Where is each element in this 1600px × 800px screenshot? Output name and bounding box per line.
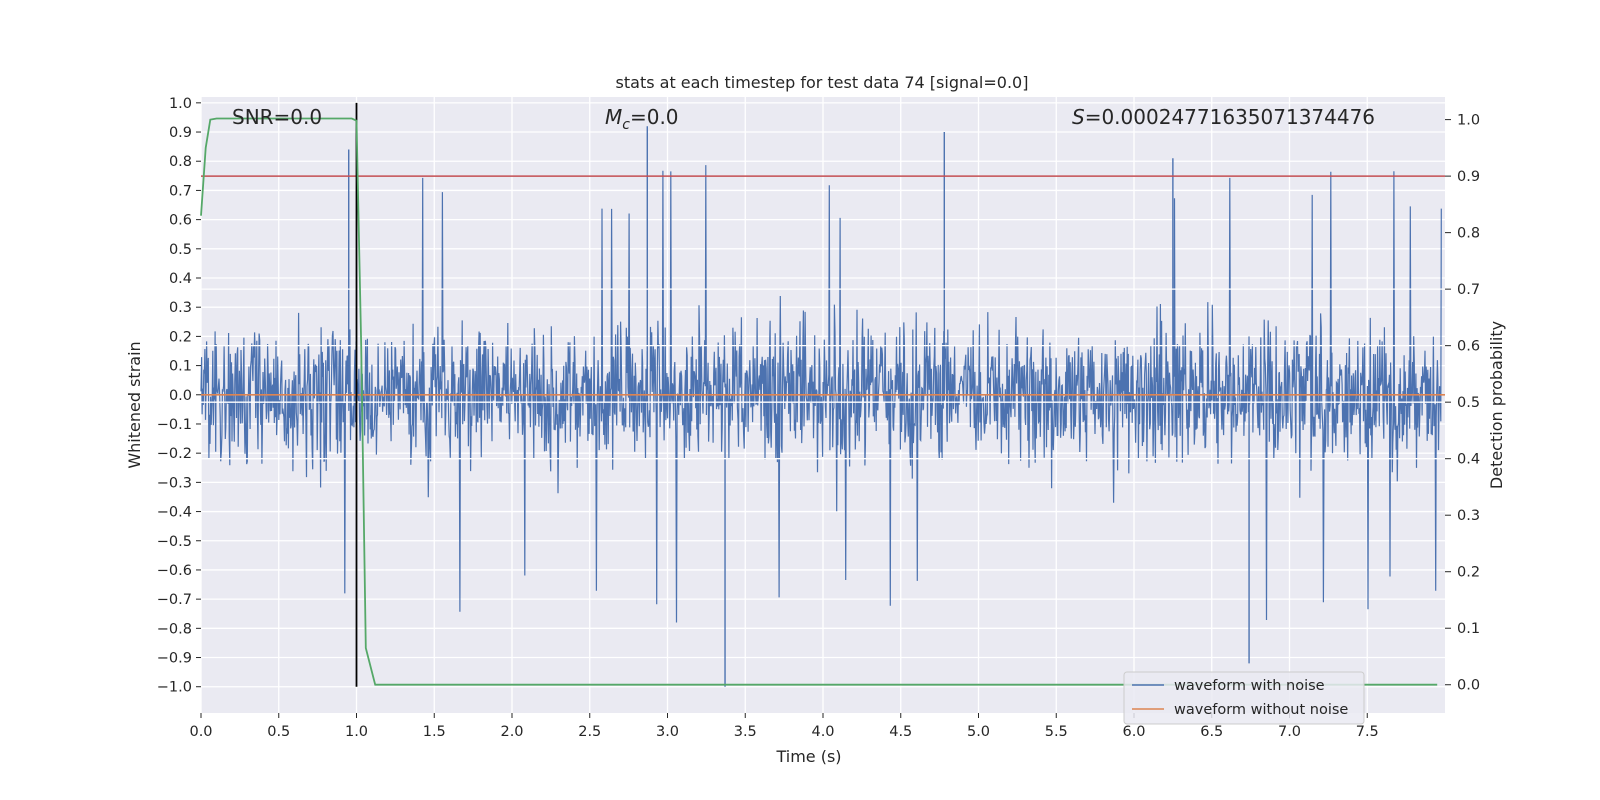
- x-tick-label: 0.0: [189, 724, 212, 740]
- grid-horizontal-right-axis: [201, 288, 1445, 460]
- y-tick-label: −0.7: [157, 592, 192, 608]
- y-axis-ticks: 1.0 0.9 0.8 0.7 0.6 0.5 0.4 0.3 0.2 0.1 0.0 −0.1 −0.…: [157, 96, 201, 696]
- y2-tick-label: 0.9: [1457, 169, 1480, 185]
- y-tick-label: −0.8: [157, 621, 192, 637]
- y-tick-label: −0.6: [157, 563, 192, 579]
- s-value: =0.00024771635071374476: [1085, 105, 1375, 129]
- snr-annotation: SNR=0.0: [232, 105, 322, 129]
- y-tick-label: −0.4: [157, 505, 192, 521]
- y2-tick-label: 0.5: [1457, 395, 1480, 411]
- y2-tick-label: 0.2: [1457, 565, 1480, 581]
- x-tick-label: 0.5: [267, 724, 290, 740]
- y2-tick-label: 0.0: [1457, 678, 1480, 694]
- legend-label-clean: waveform without noise: [1174, 702, 1348, 718]
- x-tick-label: 4.0: [811, 724, 834, 740]
- chirp-mass-value: =0.0: [630, 105, 679, 129]
- y-axis-label: Whitened strain: [125, 341, 144, 468]
- chirp-mass-annotation: Mc=0.0: [605, 105, 679, 133]
- noise-trace: [200, 165, 1442, 623]
- x-axis-label: Time (s): [775, 747, 841, 766]
- y-tick-label: 0.5: [169, 242, 192, 258]
- x-tick-label: 1.5: [423, 724, 446, 740]
- x-tick-label: 2.0: [500, 724, 523, 740]
- legend: waveform with noise waveform without noi…: [1123, 671, 1365, 725]
- y-tick-label: 0.7: [169, 183, 192, 199]
- y-tick-label: −0.5: [157, 534, 192, 550]
- y2-tick-label: 0.1: [1457, 621, 1480, 637]
- y-tick-label: −0.1: [157, 417, 192, 433]
- y-tick-label: 0.2: [169, 329, 192, 345]
- y2-tick-label: 0.6: [1457, 339, 1480, 355]
- y-tick-label: −1.0: [157, 680, 192, 696]
- s-annotation: S=0.00024771635071374476: [1072, 105, 1375, 129]
- x-tick-label: 7.5: [1356, 724, 1379, 740]
- y2-tick-label: 0.4: [1457, 452, 1480, 468]
- chart-title: stats at each timestep for test data 74 …: [616, 73, 1029, 92]
- x-tick-label: 4.5: [889, 724, 912, 740]
- x-tick-label: 6.5: [1200, 724, 1223, 740]
- y-tick-label: 0.0: [169, 388, 192, 404]
- chirp-mass-symbol: M: [605, 105, 622, 129]
- x-tick-label: 3.0: [656, 724, 679, 740]
- y-tick-label: 0.6: [169, 213, 192, 229]
- y2-tick-label: 0.7: [1457, 282, 1480, 298]
- y-tick-label: 0.8: [169, 154, 192, 170]
- y2-tick-label: 0.8: [1457, 226, 1480, 242]
- y2-tick-label: 0.3: [1457, 508, 1480, 524]
- x-axis-ticks: 0.0 0.5 1.0 1.5 2.0 2.5 3.0 3.5 4.0 4.5 5.0 5.5 6.0 6…: [189, 713, 1379, 740]
- x-tick-label: 6.0: [1122, 724, 1145, 740]
- s-symbol: S: [1072, 105, 1085, 129]
- y-tick-label: 0.3: [169, 300, 192, 316]
- y-tick-label: −0.2: [157, 446, 192, 462]
- x-tick-label: 5.0: [967, 724, 990, 740]
- detection-probability-line: [200, 117, 1438, 686]
- y-tick-label: 0.1: [169, 359, 192, 375]
- y2-axis-label: Detection probability: [1487, 321, 1506, 489]
- y2-axis-ticks: 1.0 0.9 0.8 0.7 0.6 0.5 0.4 0.3 0.2 0.1 0.0: [1445, 113, 1480, 694]
- y-tick-label: 1.0: [169, 96, 192, 112]
- x-tick-label: 2.5: [578, 724, 601, 740]
- x-tick-label: 7.0: [1278, 724, 1301, 740]
- y-tick-label: 0.4: [169, 271, 192, 287]
- legend-label-noise: waveform with noise: [1174, 678, 1325, 694]
- x-tick-label: 1.0: [345, 724, 368, 740]
- legend-box: [1123, 671, 1365, 725]
- y2-tick-label: 1.0: [1457, 113, 1480, 129]
- x-tick-label: 3.5: [734, 724, 757, 740]
- chirp-mass-subscript: c: [622, 117, 630, 133]
- waveform-with-noise: [200, 126, 1442, 687]
- y-tick-label: −0.3: [157, 475, 192, 491]
- y-tick-label: −0.9: [157, 651, 192, 667]
- y-tick-label: 0.9: [169, 125, 192, 141]
- x-tick-label: 5.5: [1045, 724, 1068, 740]
